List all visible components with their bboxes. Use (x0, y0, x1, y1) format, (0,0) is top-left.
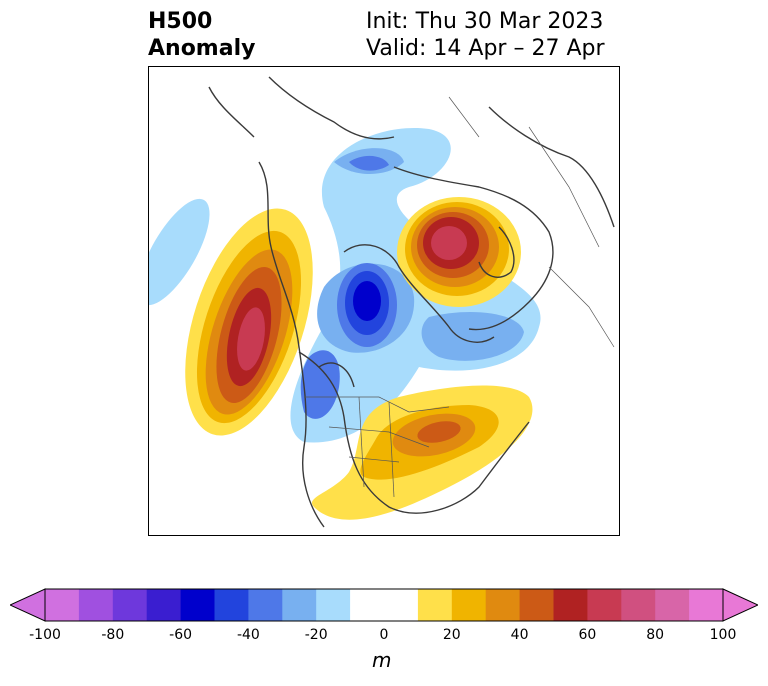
colorbar-segment (180, 589, 215, 621)
colorbar-tick-labels: -100 -80 -60 -40 -20 0 20 40 60 80 100 (0, 627, 768, 647)
colorbar-segment (417, 589, 453, 621)
colorbar-segment (350, 589, 385, 621)
colorbar-frame (44, 588, 724, 622)
colorbar-tick-label: 80 (646, 627, 665, 643)
colorbar-segment (621, 589, 656, 621)
map-title: H500 Anomaly (148, 8, 255, 62)
colorbar-tick-label: -60 (169, 627, 193, 643)
colorbar-segment (146, 589, 182, 621)
colorbar-tick-label: 20 (442, 627, 461, 643)
colorbar-segments (45, 589, 724, 621)
coastlines (208, 76, 615, 528)
colorbar-segment (689, 589, 724, 621)
colorbar-tick-label: -40 (236, 627, 260, 643)
colorbar-segment (587, 589, 622, 621)
colorbar-segment (655, 589, 690, 621)
valid-date-label: Valid: 14 Apr – 27 Apr (366, 36, 605, 61)
title-line-1: H500 (148, 9, 213, 34)
colorbar-segment (451, 589, 487, 621)
colorbar-segment (316, 589, 351, 621)
colorbar-tick-label: 100 (709, 627, 737, 643)
colorbar-tick-label: -20 (304, 627, 328, 643)
map-subtitle: Init: Thu 30 Mar 2023 Valid: 14 Apr – 27… (366, 8, 605, 62)
colorbar-over-arrow (722, 588, 758, 622)
colorbar-tick-label: -80 (101, 627, 125, 643)
colorbar-segment (248, 589, 283, 621)
colorbar-segment (553, 589, 588, 621)
colorbar-segment (45, 589, 80, 621)
colorbar-tick-label: 0 (379, 627, 389, 643)
colorbar-segment (485, 589, 521, 621)
colorbar (10, 588, 758, 622)
colorbar-tick-label: -100 (29, 627, 61, 643)
anomaly-map (149, 76, 615, 528)
init-date-label: Init: Thu 30 Mar 2023 (366, 9, 604, 34)
colorbar-segment (519, 589, 554, 621)
colorbar-under-arrow (10, 588, 46, 622)
colorbar-tick-label: 40 (510, 627, 529, 643)
colorbar-segment (112, 589, 148, 621)
colorbar-segment (78, 589, 114, 621)
colorbar-segment (214, 589, 249, 621)
colorbar-segment (282, 589, 317, 621)
siberia-ridge-anomaly (397, 197, 521, 307)
colorbar-segment (384, 589, 419, 621)
map-panel (148, 66, 620, 536)
west-pacific-trough (149, 198, 210, 306)
borders (304, 96, 615, 498)
pacific-ridge-anomaly (185, 208, 313, 436)
title-line-2: Anomaly (148, 36, 256, 61)
colorbar-unit-label: m (372, 648, 392, 672)
colorbar-tick-label: 60 (578, 627, 597, 643)
